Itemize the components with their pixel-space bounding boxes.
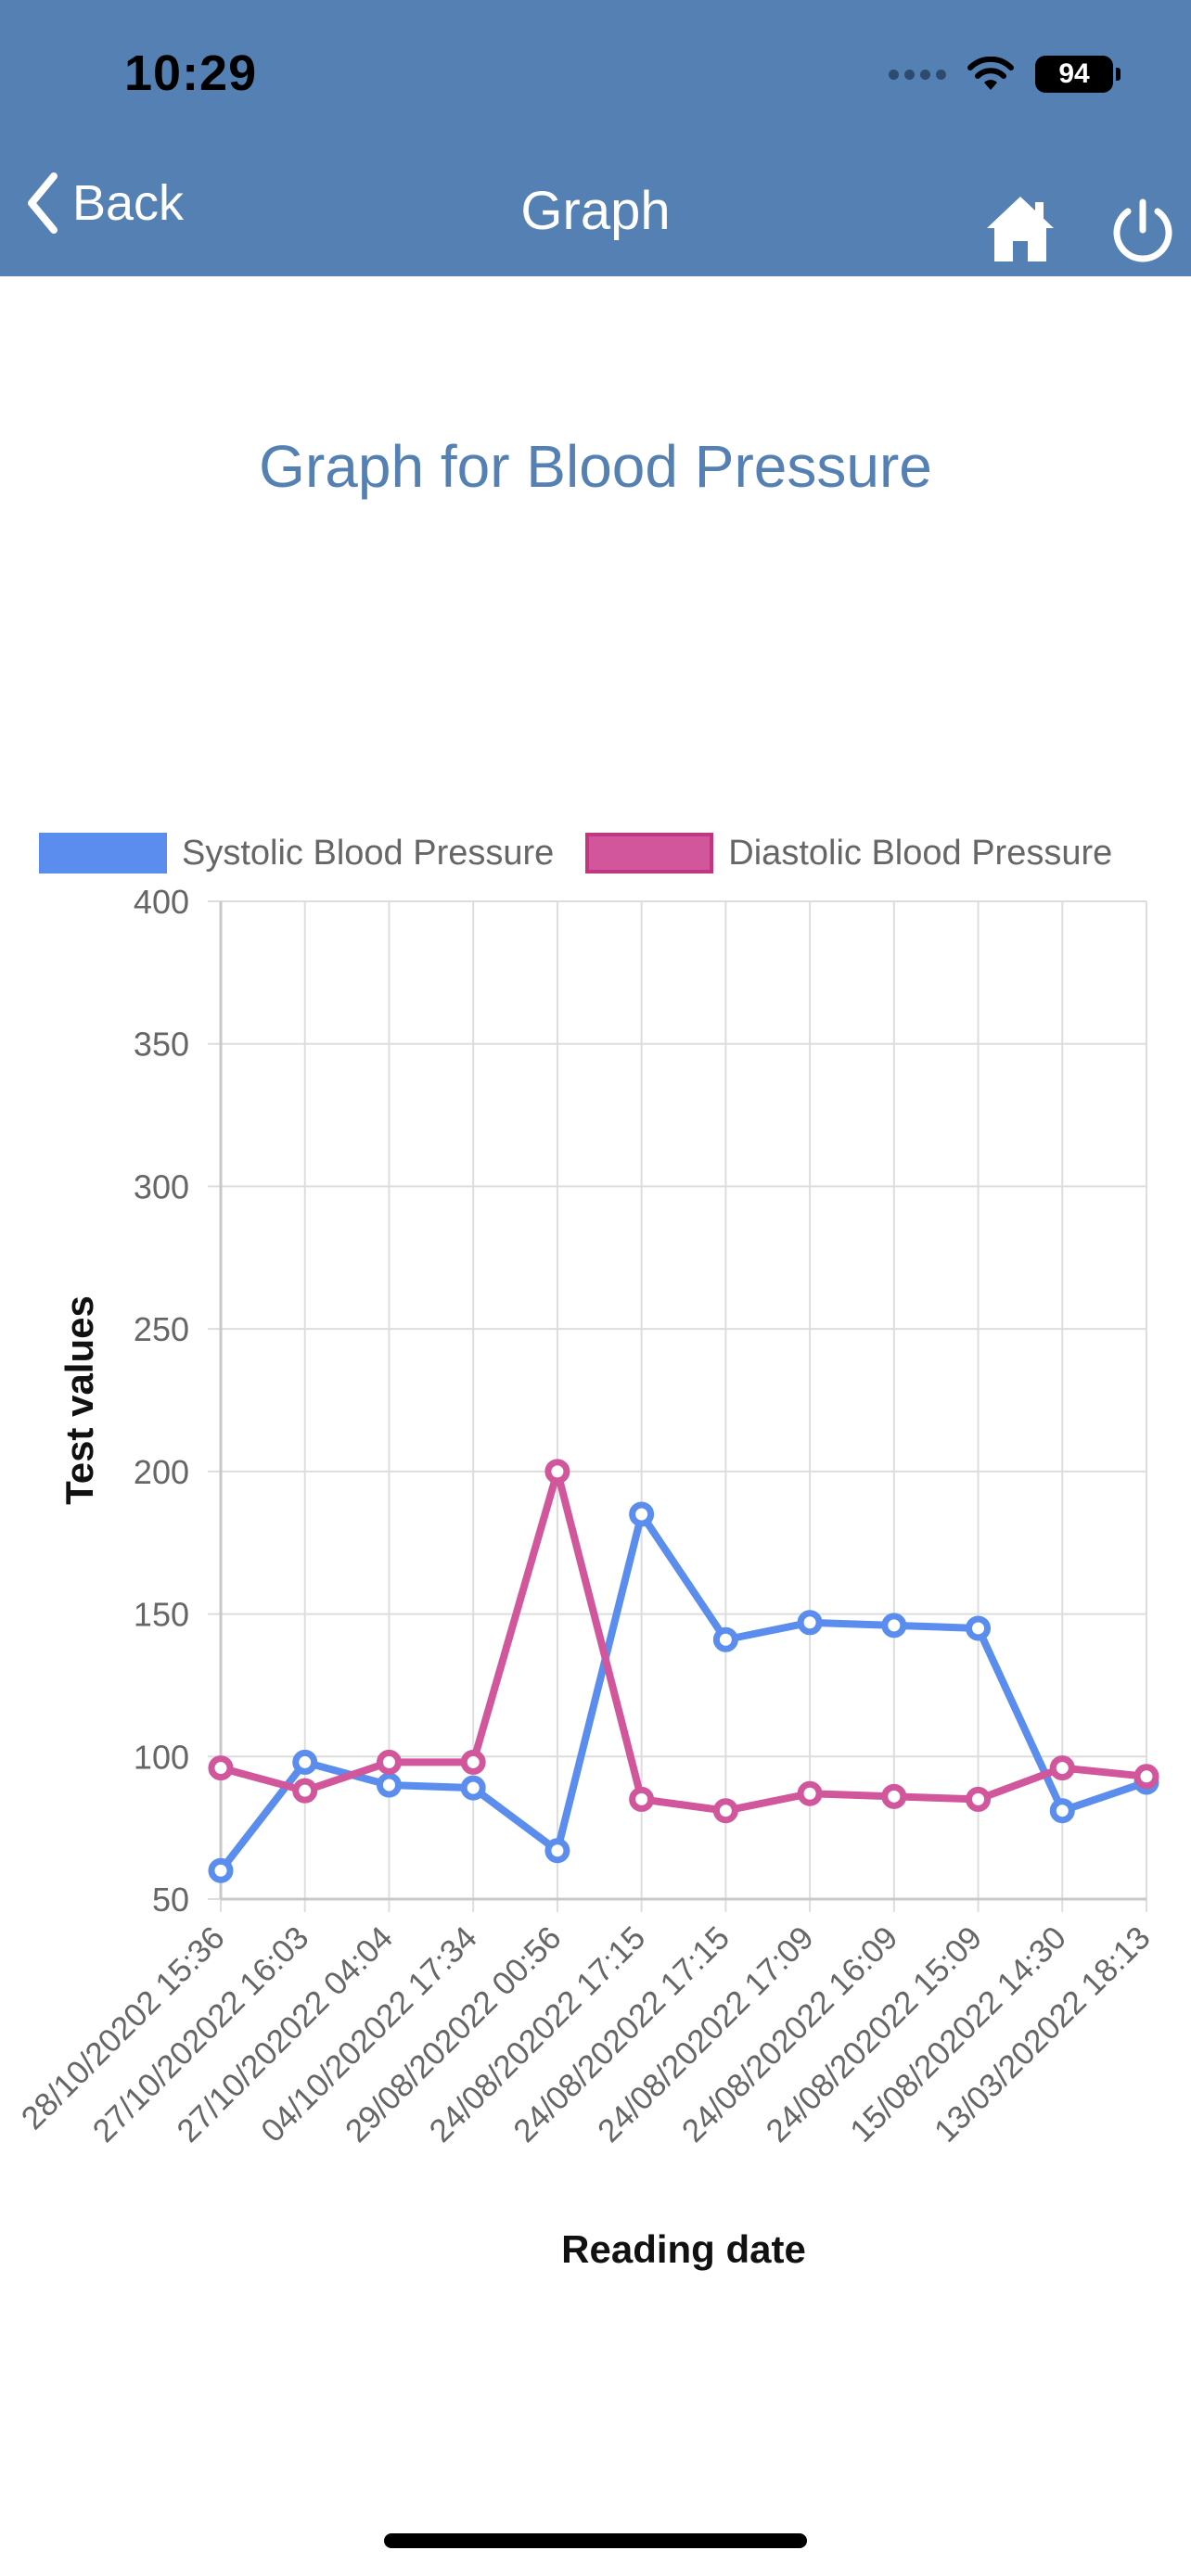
legend-item-diastolic[interactable]: Diastolic Blood Pressure xyxy=(585,833,1112,874)
y-tick-label: 300 xyxy=(134,1167,189,1205)
data-point-1-3 xyxy=(460,1749,486,1775)
data-point-1-4 xyxy=(544,1459,570,1485)
navigation-bar: 10:29 94 Back Graph xyxy=(0,0,1191,276)
series-line-0 xyxy=(217,1510,1150,1875)
data-point-1-9 xyxy=(966,1786,992,1812)
nav-title: Graph xyxy=(520,181,671,241)
battery-indicator: 94 xyxy=(1035,56,1121,93)
data-point-0-0 xyxy=(208,1857,234,1883)
y-tick-label: 100 xyxy=(134,1738,189,1776)
back-label: Back xyxy=(72,175,185,231)
y-tick-label: 200 xyxy=(134,1453,189,1491)
legend-swatch-systolic xyxy=(39,833,167,874)
data-point-1-2 xyxy=(376,1749,402,1775)
data-point-1-7 xyxy=(797,1780,823,1806)
back-button[interactable]: Back xyxy=(26,172,184,234)
y-axis-title: Test values xyxy=(58,1295,101,1505)
data-point-1-5 xyxy=(629,1786,655,1812)
legend-swatch-diastolic xyxy=(585,833,714,874)
power-button[interactable] xyxy=(1108,197,1178,272)
data-point-0-10 xyxy=(1049,1798,1075,1824)
cellular-signal-icon xyxy=(889,69,946,80)
data-point-0-7 xyxy=(797,1610,823,1636)
legend-label-systolic: Systolic Blood Pressure xyxy=(182,833,555,873)
y-tick-label: 350 xyxy=(134,1026,189,1064)
page-title: Graph for Blood Pressure xyxy=(259,433,932,500)
chart-legend: Systolic Blood Pressure Diastolic Blood … xyxy=(39,833,1112,874)
data-point-1-11 xyxy=(1133,1764,1159,1790)
data-point-1-8 xyxy=(881,1783,907,1809)
status-time: 10:29 xyxy=(124,45,258,101)
status-icons: 94 xyxy=(889,56,1121,93)
data-point-0-5 xyxy=(629,1501,655,1527)
legend-label-diastolic: Diastolic Blood Pressure xyxy=(728,833,1113,873)
data-point-0-1 xyxy=(292,1749,318,1775)
data-point-0-8 xyxy=(881,1613,907,1639)
chevron-left-icon xyxy=(28,172,58,234)
data-point-1-1 xyxy=(292,1778,318,1804)
data-point-0-4 xyxy=(544,1838,570,1864)
data-point-1-6 xyxy=(712,1798,738,1824)
home-icon xyxy=(987,197,1054,261)
y-tick-label: 50 xyxy=(152,1881,189,1919)
legend-item-systolic[interactable]: Systolic Blood Pressure xyxy=(39,833,554,874)
wifi-icon xyxy=(967,57,1014,90)
data-point-0-2 xyxy=(376,1772,402,1798)
data-point-0-9 xyxy=(966,1615,992,1641)
y-tick-label: 400 xyxy=(134,883,189,921)
y-tick-label: 150 xyxy=(134,1596,189,1634)
y-tick-label: 250 xyxy=(134,1310,189,1348)
x-axis-title: Reading date xyxy=(561,2227,806,2271)
data-point-1-0 xyxy=(208,1755,234,1781)
data-point-1-10 xyxy=(1049,1755,1075,1781)
home-button[interactable] xyxy=(983,193,1057,268)
power-icon xyxy=(1113,198,1172,262)
home-indicator xyxy=(384,2533,807,2548)
series-line-1 xyxy=(217,1467,1150,1815)
data-point-0-6 xyxy=(712,1626,738,1652)
data-point-0-3 xyxy=(460,1775,486,1801)
